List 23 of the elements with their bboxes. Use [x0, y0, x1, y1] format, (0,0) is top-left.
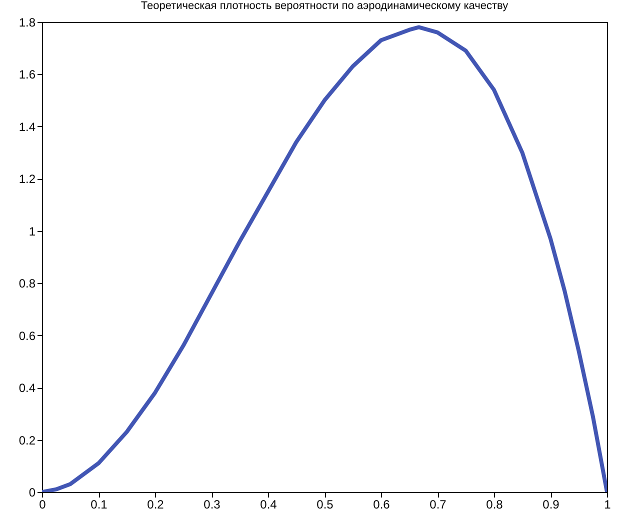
x-tick-label: 0.3 [204, 498, 221, 512]
y-tick-label: 0.2 [18, 433, 36, 448]
x-tick-label: 0.6 [373, 498, 390, 512]
x-tick-label: 0.4 [260, 498, 278, 512]
y-tick-label: 1.6 [18, 68, 36, 82]
y-tick-label: 0.4 [18, 381, 36, 396]
x-tick-label: 0.2 [147, 498, 164, 512]
chart-title: Теоретическая плотность вероятности по аэродинамическому качеству [140, 0, 509, 12]
y-tick-label: 1.2 [18, 172, 36, 186]
y-tick-label: 1.8 [18, 16, 36, 30]
x-tick-label: 0.5 [316, 498, 334, 512]
y-tick-label: 0.8 [18, 276, 36, 291]
x-tick-label: 1 [604, 498, 612, 512]
y-tick-label: 1 [28, 224, 36, 238]
x-tick-label: 0.9 [542, 498, 560, 512]
x-tick-label: 0.7 [430, 498, 447, 512]
y-tick-label: 0.6 [18, 328, 36, 343]
x-tick-label: 0 [39, 498, 46, 512]
x-tick-label: 0.1 [90, 498, 108, 512]
y-tick-label: 1.4 [18, 120, 36, 134]
line-series [42, 25, 607, 492]
y-tick-label: 0 [28, 486, 36, 500]
x-tick-label: 0.8 [486, 498, 504, 512]
